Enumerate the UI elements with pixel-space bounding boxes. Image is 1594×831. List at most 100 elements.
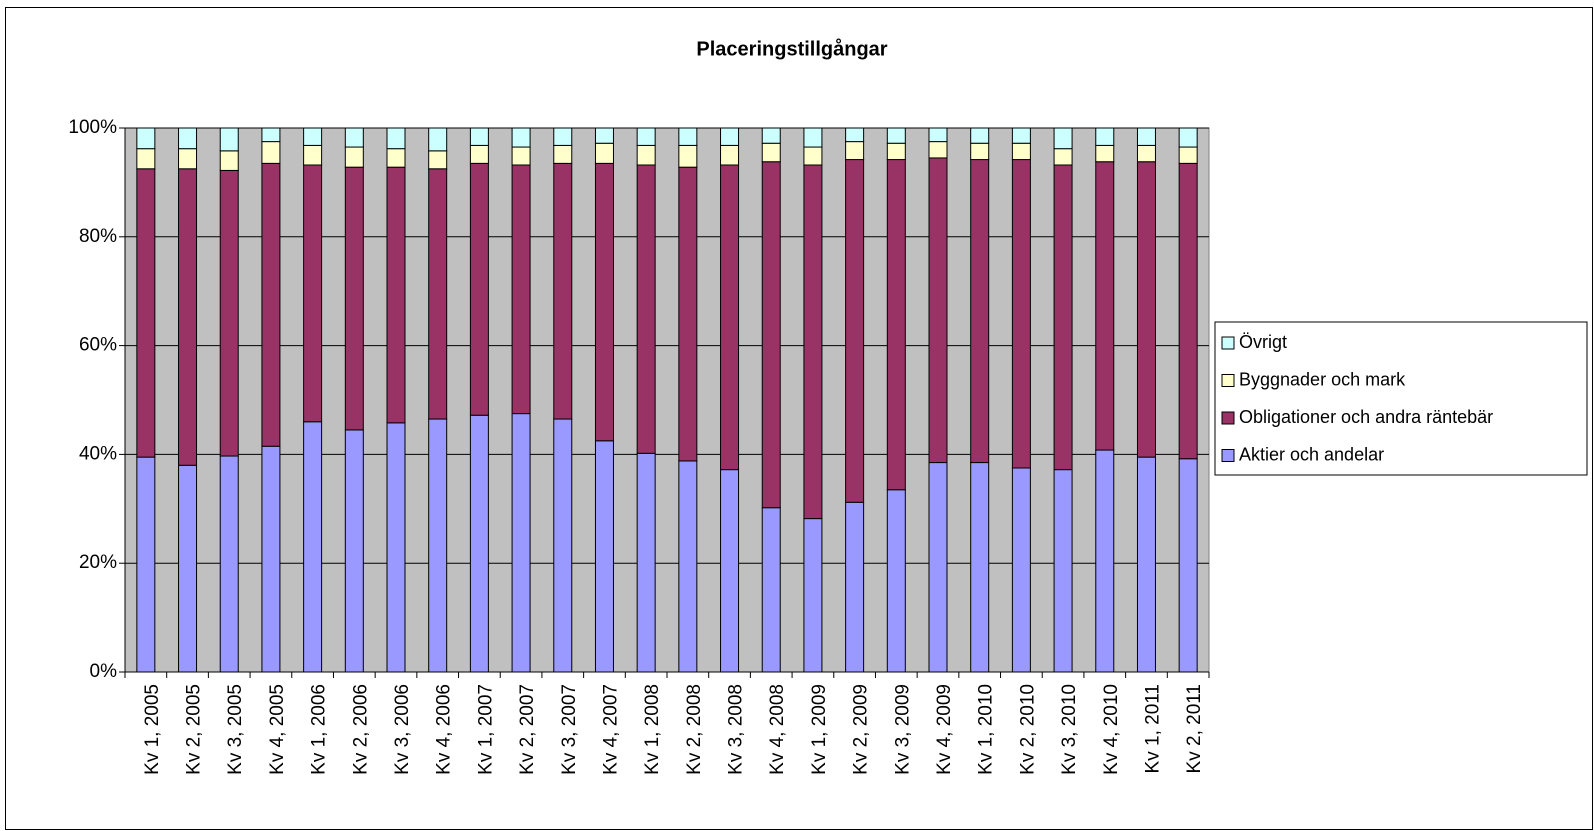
bar-segment bbox=[511, 413, 531, 673]
x-tick-label: Kv 2, 2009 bbox=[851, 684, 872, 775]
bar-segment bbox=[678, 166, 698, 462]
bar-segment bbox=[219, 455, 239, 673]
x-tick-label: Kv 1, 2006 bbox=[309, 684, 330, 775]
x-tick-label: Kv 3, 2007 bbox=[559, 684, 580, 775]
x-tick-label: Kv 3, 2006 bbox=[392, 684, 413, 775]
y-tick-label: 20% bbox=[79, 552, 117, 573]
bar-segment bbox=[1053, 127, 1073, 150]
bar-segment bbox=[261, 141, 281, 164]
bar-segment bbox=[261, 445, 281, 673]
bar-segment bbox=[594, 162, 614, 442]
bar-segment bbox=[720, 469, 740, 673]
x-tick-label: Kv 4, 2005 bbox=[267, 684, 288, 775]
bar-segment bbox=[928, 141, 948, 159]
bar-segment bbox=[178, 148, 198, 170]
bar-segment bbox=[720, 127, 740, 146]
bar-segment bbox=[344, 429, 364, 673]
bar-segment bbox=[803, 146, 823, 166]
x-tick-label: Kv 4, 2006 bbox=[434, 684, 455, 775]
bar-segment bbox=[1178, 146, 1198, 164]
legend-box bbox=[1214, 321, 1588, 476]
x-tick-label: Kv 4, 2009 bbox=[934, 684, 955, 775]
bar-segment bbox=[1136, 127, 1156, 146]
y-tick-label: 100% bbox=[68, 117, 117, 138]
bar-segment bbox=[386, 148, 406, 168]
bar-segment bbox=[428, 150, 448, 170]
x-tick-label: Kv 2, 2005 bbox=[184, 684, 205, 775]
bar-segment bbox=[636, 144, 656, 166]
bar-segment bbox=[344, 146, 364, 168]
legend-swatch bbox=[1221, 336, 1235, 350]
bar-segment bbox=[553, 162, 573, 420]
bar-segment bbox=[1095, 449, 1115, 673]
bar-segment bbox=[469, 127, 489, 146]
x-tick-label: Kv 3, 2009 bbox=[892, 684, 913, 775]
bar-segment bbox=[303, 421, 323, 673]
x-tick-label: Kv 1, 2011 bbox=[1142, 684, 1163, 773]
bar-segment bbox=[1178, 162, 1198, 460]
bar-segment bbox=[303, 164, 323, 423]
bar-segment bbox=[928, 462, 948, 673]
bar-segment bbox=[845, 127, 865, 143]
bar-segment bbox=[1053, 164, 1073, 471]
bar-segment bbox=[1011, 159, 1031, 469]
bar-segment bbox=[845, 501, 865, 673]
bar-segment bbox=[845, 141, 865, 161]
bar-segment bbox=[761, 127, 781, 144]
bar-segment bbox=[303, 144, 323, 166]
plot-area bbox=[124, 127, 1210, 673]
bar-segment bbox=[386, 166, 406, 424]
bar-segment bbox=[803, 164, 823, 520]
x-tick-label: Kv 2, 2010 bbox=[1017, 684, 1038, 775]
legend-label: Byggnader och mark bbox=[1239, 369, 1406, 389]
bar-segment bbox=[928, 157, 948, 464]
bar-segment bbox=[469, 414, 489, 673]
bar-segment bbox=[720, 164, 740, 471]
bar-segment bbox=[261, 127, 281, 143]
bar-segment bbox=[344, 127, 364, 148]
x-tick-label: Kv 1, 2010 bbox=[976, 684, 997, 775]
bar-segment bbox=[553, 144, 573, 164]
bar-segment bbox=[886, 142, 906, 161]
bar-segment bbox=[1136, 161, 1156, 458]
bar-segment bbox=[720, 144, 740, 166]
x-tick-label: Kv 3, 2010 bbox=[1059, 684, 1080, 775]
bar-segment bbox=[970, 159, 990, 464]
x-tick-label: Kv 1, 2005 bbox=[142, 684, 163, 775]
bar-segment bbox=[553, 127, 573, 146]
y-tick-label: 0% bbox=[90, 661, 118, 682]
bar-segment bbox=[553, 418, 573, 673]
bar-segment bbox=[636, 452, 656, 673]
bar-segment bbox=[261, 162, 281, 447]
bar-segment bbox=[1136, 456, 1156, 673]
bar-segment bbox=[1136, 144, 1156, 163]
bar-segment bbox=[469, 144, 489, 164]
x-tick-label: Kv 1, 2009 bbox=[809, 684, 830, 775]
x-tick-label: Kv 1, 2007 bbox=[475, 684, 496, 775]
bar-segment bbox=[1178, 127, 1198, 148]
bar-segment bbox=[219, 150, 239, 171]
bar-segment bbox=[344, 166, 364, 431]
bar-segment bbox=[594, 142, 614, 164]
x-tick-label: Kv 4, 2007 bbox=[600, 684, 621, 775]
bar-segment bbox=[594, 440, 614, 673]
bar-segment bbox=[845, 159, 865, 503]
bar-segment bbox=[136, 168, 156, 458]
bar-segment bbox=[1178, 458, 1198, 673]
y-tick-label: 40% bbox=[79, 443, 117, 464]
bar-segment bbox=[386, 127, 406, 150]
chart-title: Placeringstillgångar bbox=[696, 37, 887, 60]
bar-segment bbox=[1095, 144, 1115, 163]
legend-label: Aktier och andelar bbox=[1239, 444, 1384, 464]
bar-segment bbox=[178, 168, 198, 466]
bar-segment bbox=[1095, 161, 1115, 451]
bar-segment bbox=[511, 164, 531, 415]
bar-segment bbox=[803, 518, 823, 673]
bar-segment bbox=[428, 418, 448, 673]
bar-segment bbox=[1011, 127, 1031, 144]
bar-segment bbox=[803, 127, 823, 148]
bar-segment bbox=[636, 164, 656, 454]
legend-swatch bbox=[1221, 411, 1235, 425]
bar-segment bbox=[761, 142, 781, 163]
